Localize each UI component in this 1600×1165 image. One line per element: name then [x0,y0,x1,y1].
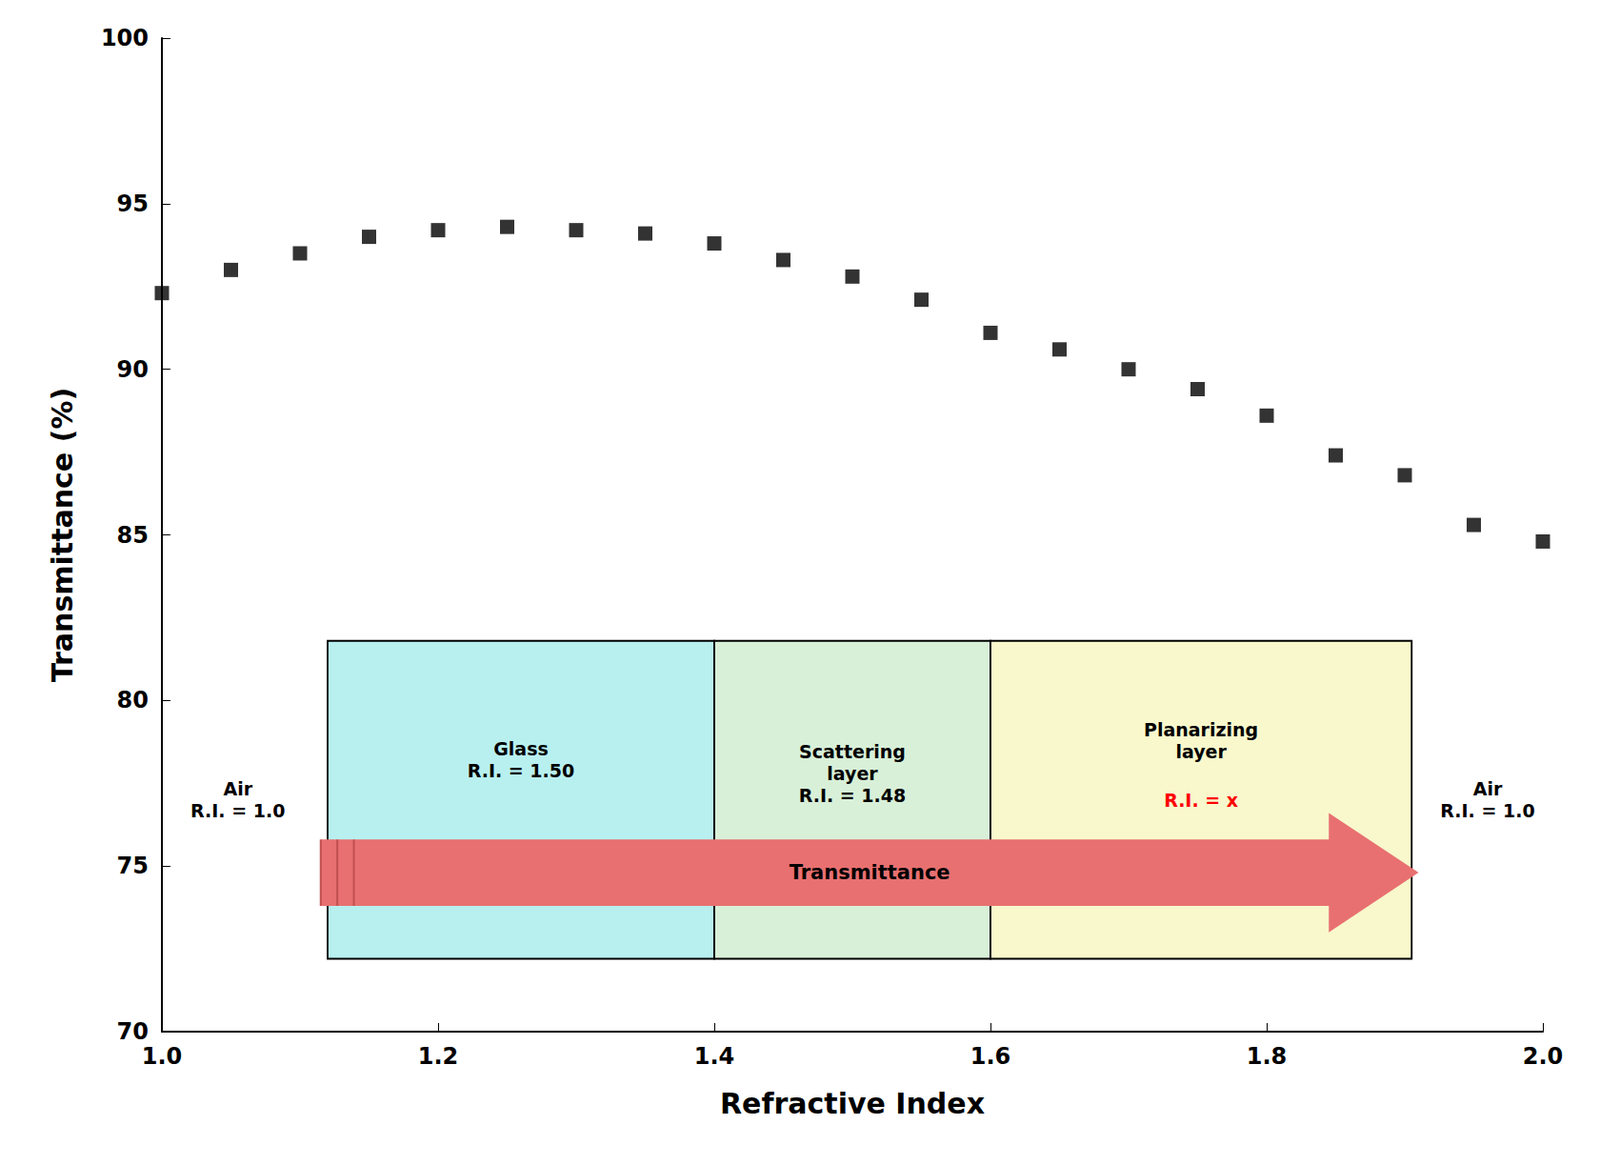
svg-text:Air: Air [1473,778,1503,800]
svg-text:80: 80 [117,686,149,714]
svg-text:R.I. = x: R.I. = x [1163,789,1239,811]
svg-text:1.2: 1.2 [418,1042,460,1070]
svg-text:Refractive Index: Refractive Index [720,1086,985,1120]
svg-text:Scattering: Scattering [799,740,906,762]
svg-text:layer: layer [826,762,879,784]
svg-text:95: 95 [117,190,149,218]
svg-text:R.I. = 1.0: R.I. = 1.0 [1440,800,1535,821]
svg-text:Transmittance (%): Transmittance (%) [45,387,80,682]
svg-text:100: 100 [100,24,149,52]
svg-text:Planarizing: Planarizing [1143,719,1259,740]
svg-text:R.I. = 1.50: R.I. = 1.50 [467,760,576,781]
svg-text:Air: Air [222,778,253,800]
svg-text:1.4: 1.4 [694,1042,736,1070]
svg-text:layer: layer [1175,740,1227,762]
svg-text:1.8: 1.8 [1246,1042,1288,1070]
svg-text:Glass: Glass [493,738,549,760]
svg-text:R.I. = 1.0: R.I. = 1.0 [190,800,285,821]
svg-text:85: 85 [117,521,149,549]
svg-text:1.0: 1.0 [141,1042,183,1070]
svg-text:90: 90 [117,356,149,383]
svg-text:2.0: 2.0 [1522,1042,1564,1070]
svg-text:70: 70 [117,1018,149,1045]
svg-text:Transmittance: Transmittance [789,860,951,884]
svg-text:R.I. = 1.48: R.I. = 1.48 [799,784,907,806]
svg-text:75: 75 [117,852,149,880]
svg-text:1.6: 1.6 [970,1042,1012,1070]
